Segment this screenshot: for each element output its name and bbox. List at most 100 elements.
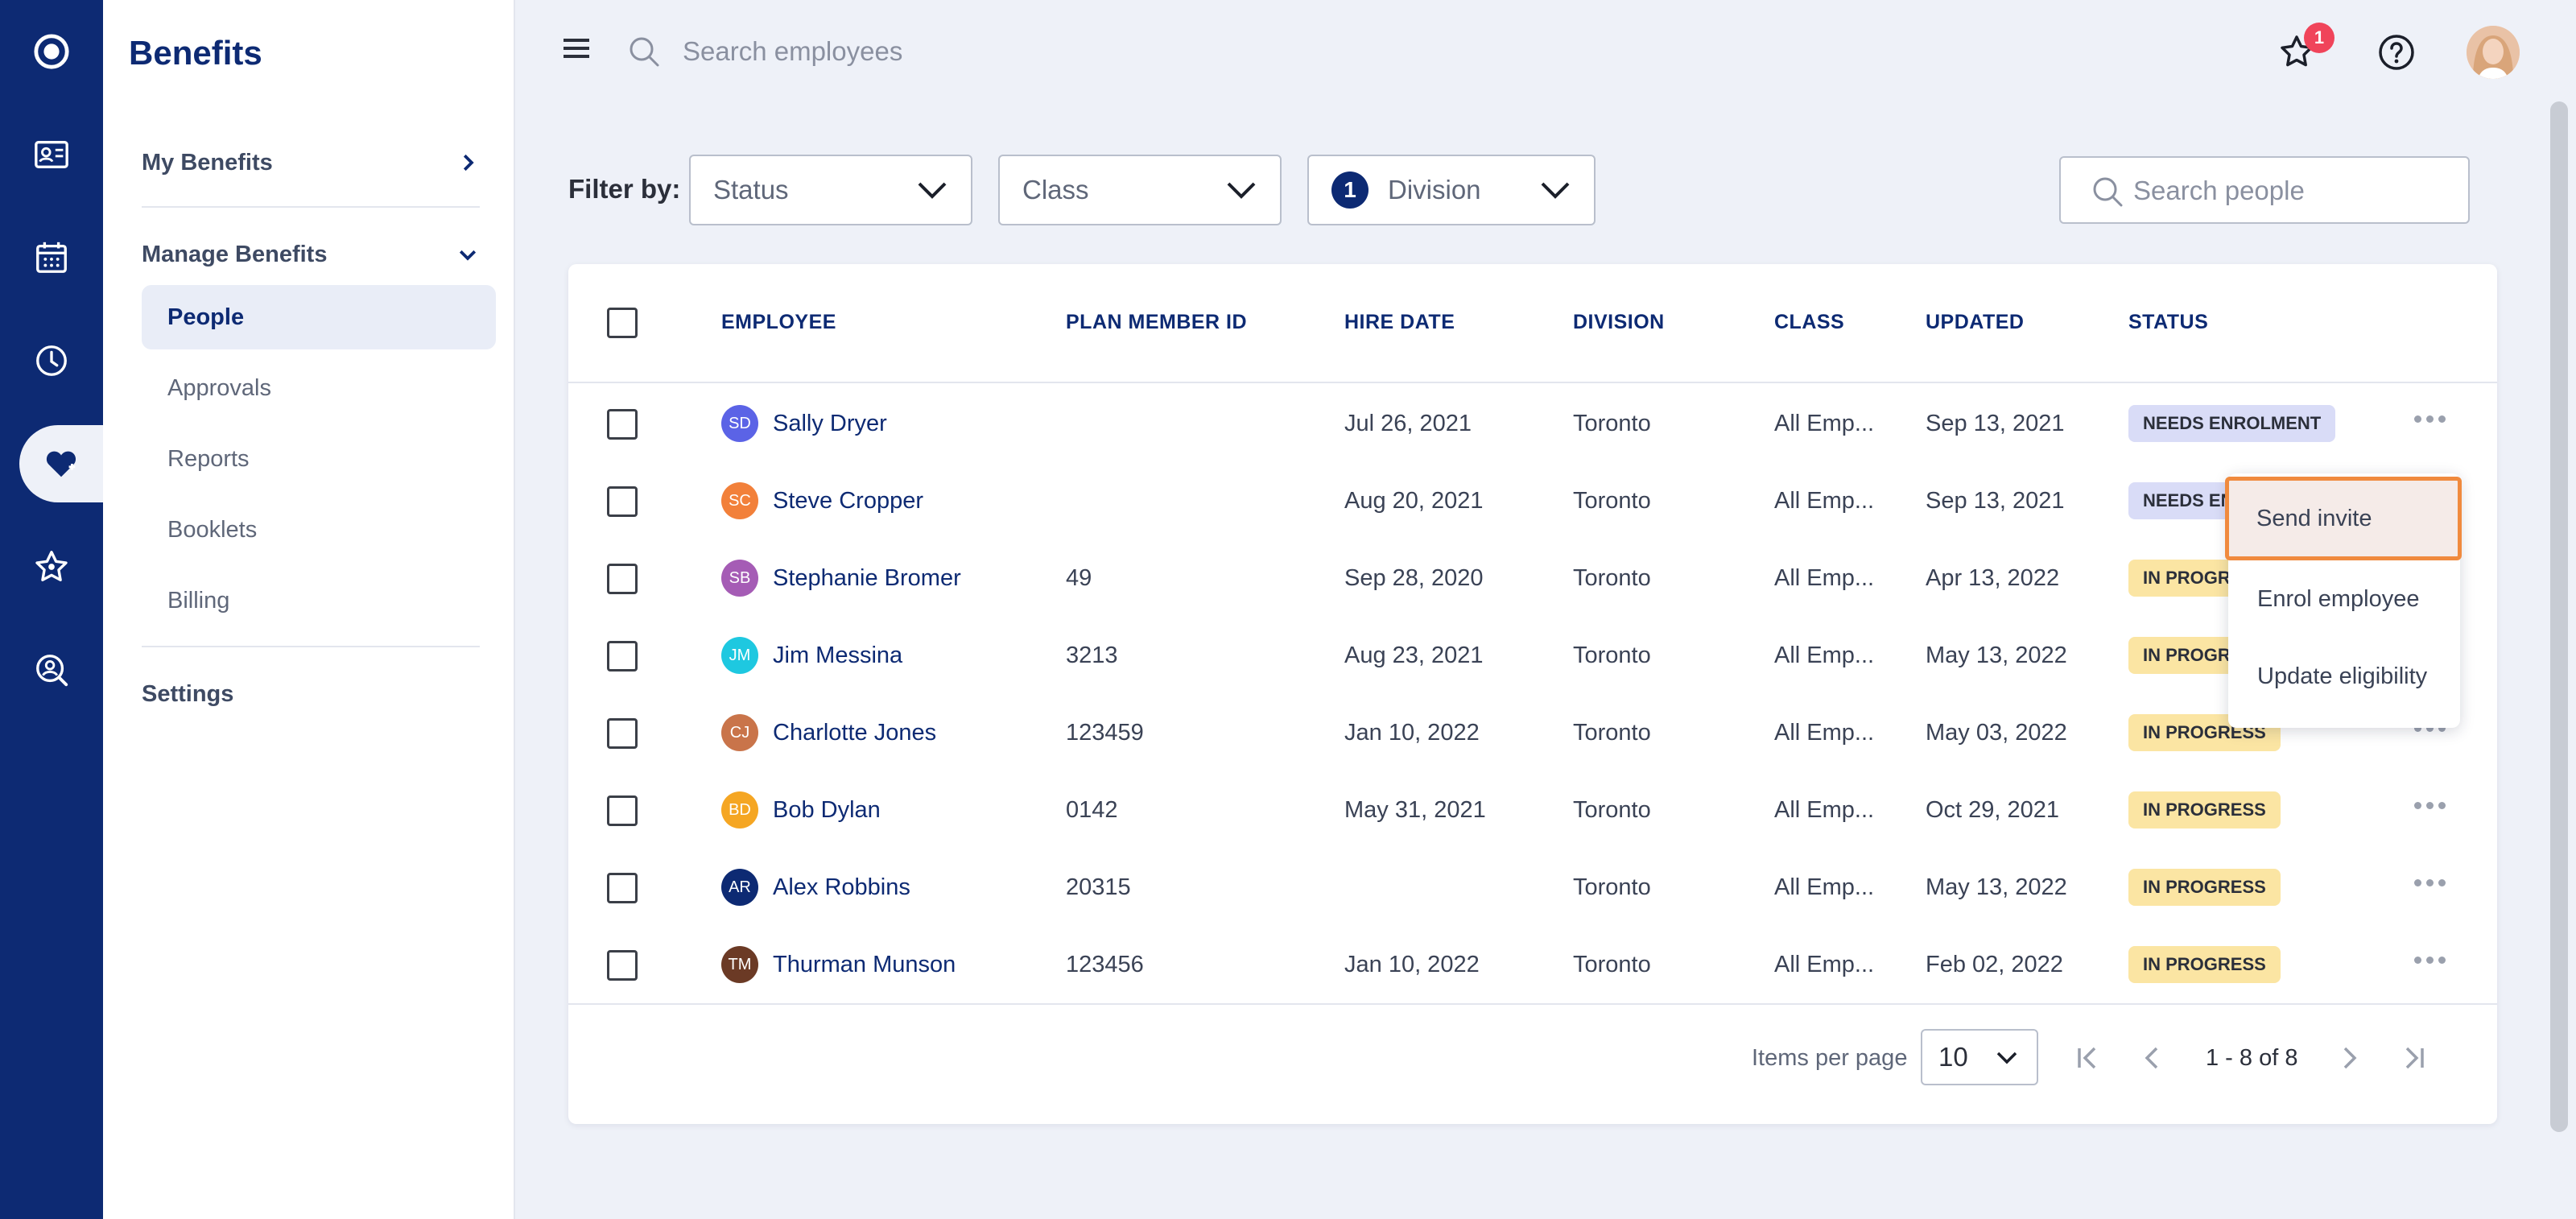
- hire-date-cell: Jan 10, 2022: [1344, 951, 1480, 977]
- employee-search-input[interactable]: [683, 29, 1407, 74]
- sidenav-item-booklets[interactable]: Booklets: [167, 516, 258, 543]
- row-more-actions-icon[interactable]: [2412, 953, 2450, 976]
- column-header-hire-date[interactable]: HIRE DATE: [1344, 311, 1455, 333]
- chevron-right-icon: [463, 154, 474, 171]
- column-header-status[interactable]: STATUS: [2128, 311, 2209, 333]
- calendar-icon[interactable]: [0, 219, 103, 296]
- page-scrollbar[interactable]: [2550, 101, 2568, 1132]
- row-checkbox[interactable]: [607, 409, 638, 440]
- row-checkbox[interactable]: [607, 873, 638, 903]
- sidenav-item-reports[interactable]: Reports: [167, 445, 250, 472]
- division-cell: Toronto: [1573, 874, 1651, 900]
- employee-cell[interactable]: AR Alex Robbins: [721, 849, 910, 926]
- updated-cell: Feb 02, 2022: [1926, 951, 2063, 977]
- status-badge: IN PROGRESS: [2128, 791, 2281, 829]
- table-row[interactable]: JM Jim Messina 3213 Aug 23, 2021 Toronto All …: [568, 617, 2497, 694]
- class-filter-select[interactable]: Class: [998, 155, 1282, 225]
- employee-name-link[interactable]: Thurman Munson: [773, 951, 956, 977]
- employee-avatar: BD: [721, 791, 758, 829]
- update-eligibility-menu-item[interactable]: Update eligibility: [2257, 663, 2428, 689]
- enrol-employee-menu-item[interactable]: Enrol employee: [2257, 585, 2420, 612]
- employee-name-link[interactable]: Sally Dryer: [773, 410, 887, 436]
- manage-benefits-item[interactable]: Manage Benefits: [142, 238, 480, 271]
- items-per-page-select[interactable]: 10: [1921, 1029, 2038, 1085]
- row-checkbox[interactable]: [607, 950, 638, 981]
- class-cell: All Emp...: [1774, 874, 1875, 900]
- hire-date-cell: Sep 28, 2020: [1344, 564, 1484, 591]
- employee-name-link[interactable]: Stephanie Bromer: [773, 564, 961, 591]
- employee-name-link[interactable]: Alex Robbins: [773, 874, 910, 900]
- status-filter-label: Status: [713, 175, 789, 205]
- sidenav-item-approvals[interactable]: Approvals: [167, 374, 271, 401]
- table-row[interactable]: TM Thurman Munson 123456 Jan 10, 2022 Toront…: [568, 926, 2497, 1003]
- column-header-class[interactable]: CLASS: [1774, 311, 1845, 333]
- column-header-division[interactable]: DIVISION: [1573, 311, 1665, 333]
- hire-date-cell: Aug 23, 2021: [1344, 642, 1484, 668]
- help-icon[interactable]: [2375, 31, 2418, 74]
- employee-name-link[interactable]: Bob Dylan: [773, 796, 881, 823]
- employee-cell[interactable]: SB Stephanie Bromer: [721, 539, 961, 617]
- pagination-range: 1 - 8 of 8: [2206, 1045, 2298, 1071]
- table-row[interactable]: SD Sally Dryer Jul 26, 2021 Toronto All Emp.…: [568, 385, 2497, 462]
- table-row[interactable]: BD Bob Dylan 0142 May 31, 2021 Toronto All Em…: [568, 771, 2497, 849]
- last-page-icon[interactable]: [2397, 1042, 2429, 1074]
- employee-cell[interactable]: SC Steve Cropper: [721, 462, 923, 539]
- user-avatar[interactable]: [2467, 26, 2520, 79]
- first-page-icon[interactable]: [2072, 1042, 2104, 1074]
- star-icon[interactable]: [0, 528, 103, 605]
- employee-name-link[interactable]: Jim Messina: [773, 642, 903, 668]
- column-header-employee[interactable]: EMPLOYEE: [721, 311, 836, 333]
- next-page-icon[interactable]: [2333, 1042, 2365, 1074]
- sidenav-item-people[interactable]: People: [142, 285, 496, 349]
- updated-cell: May 03, 2022: [1926, 719, 2067, 746]
- row-checkbox[interactable]: [607, 795, 638, 826]
- select-all-checkbox[interactable]: [607, 308, 638, 338]
- sidenav-item-billing[interactable]: Billing: [167, 587, 230, 614]
- row-more-actions-icon[interactable]: [2412, 721, 2450, 744]
- send-invite-menu-item[interactable]: Send invite: [2225, 477, 2462, 560]
- class-cell: All Emp...: [1774, 487, 1875, 514]
- column-header-plan-member-id[interactable]: PLAN MEMBER ID: [1066, 311, 1248, 333]
- table-row[interactable]: SB Stephanie Bromer 49 Sep 28, 2020 Toronto A…: [568, 539, 2497, 617]
- my-benefits-item[interactable]: My Benefits: [142, 147, 480, 179]
- status-badge: IN PROGR: [2128, 637, 2245, 674]
- row-checkbox[interactable]: [607, 641, 638, 671]
- search-icon: [2093, 177, 2123, 207]
- class-cell: All Emp...: [1774, 410, 1875, 436]
- id-card-icon[interactable]: [0, 116, 103, 193]
- previous-page-icon[interactable]: [2136, 1042, 2169, 1074]
- column-header-updated[interactable]: UPDATED: [1926, 311, 2025, 333]
- employee-cell[interactable]: TM Thurman Munson: [721, 926, 956, 1003]
- search-person-icon[interactable]: [0, 631, 103, 709]
- status-filter-select[interactable]: Status: [689, 155, 972, 225]
- hamburger-menu-icon[interactable]: [560, 32, 596, 64]
- division-cell: Toronto: [1573, 951, 1651, 977]
- division-cell: Toronto: [1573, 796, 1651, 823]
- table-row[interactable]: SC Steve Cropper Aug 20, 2021 Toronto All Em…: [568, 462, 2497, 539]
- heart-icon[interactable]: [19, 425, 103, 502]
- clock-icon[interactable]: [0, 322, 103, 399]
- employee-cell[interactable]: SD Sally Dryer: [721, 385, 887, 462]
- chevron-down-icon: [459, 250, 477, 261]
- table-row[interactable]: AR Alex Robbins 20315 Toronto All Emp... May …: [568, 849, 2497, 926]
- employee-cell[interactable]: CJ Charlotte Jones: [721, 694, 936, 771]
- row-more-actions-icon[interactable]: [2412, 799, 2450, 821]
- row-more-actions-icon[interactable]: [2412, 412, 2450, 435]
- people-search-box: [2059, 156, 2470, 224]
- employee-avatar: TM: [721, 946, 758, 983]
- division-filter-select[interactable]: 1 Division: [1307, 155, 1596, 225]
- row-checkbox[interactable]: [607, 486, 638, 517]
- settings-item[interactable]: Settings: [142, 678, 480, 710]
- class-cell: All Emp...: [1774, 796, 1875, 823]
- logo-icon[interactable]: [0, 13, 103, 90]
- row-checkbox[interactable]: [607, 718, 638, 749]
- employee-cell[interactable]: BD Bob Dylan: [721, 771, 881, 849]
- people-search-input[interactable]: [2133, 167, 2455, 214]
- table-row[interactable]: CJ Charlotte Jones 123459 Jan 10, 2022 Toron…: [568, 694, 2497, 771]
- employee-name-link[interactable]: Charlotte Jones: [773, 719, 937, 746]
- row-more-actions-icon[interactable]: [2412, 876, 2450, 899]
- employee-cell[interactable]: JM Jim Messina: [721, 617, 902, 694]
- employee-name-link[interactable]: Steve Cropper: [773, 487, 923, 514]
- row-checkbox[interactable]: [607, 564, 638, 594]
- division-cell: Toronto: [1573, 719, 1651, 746]
